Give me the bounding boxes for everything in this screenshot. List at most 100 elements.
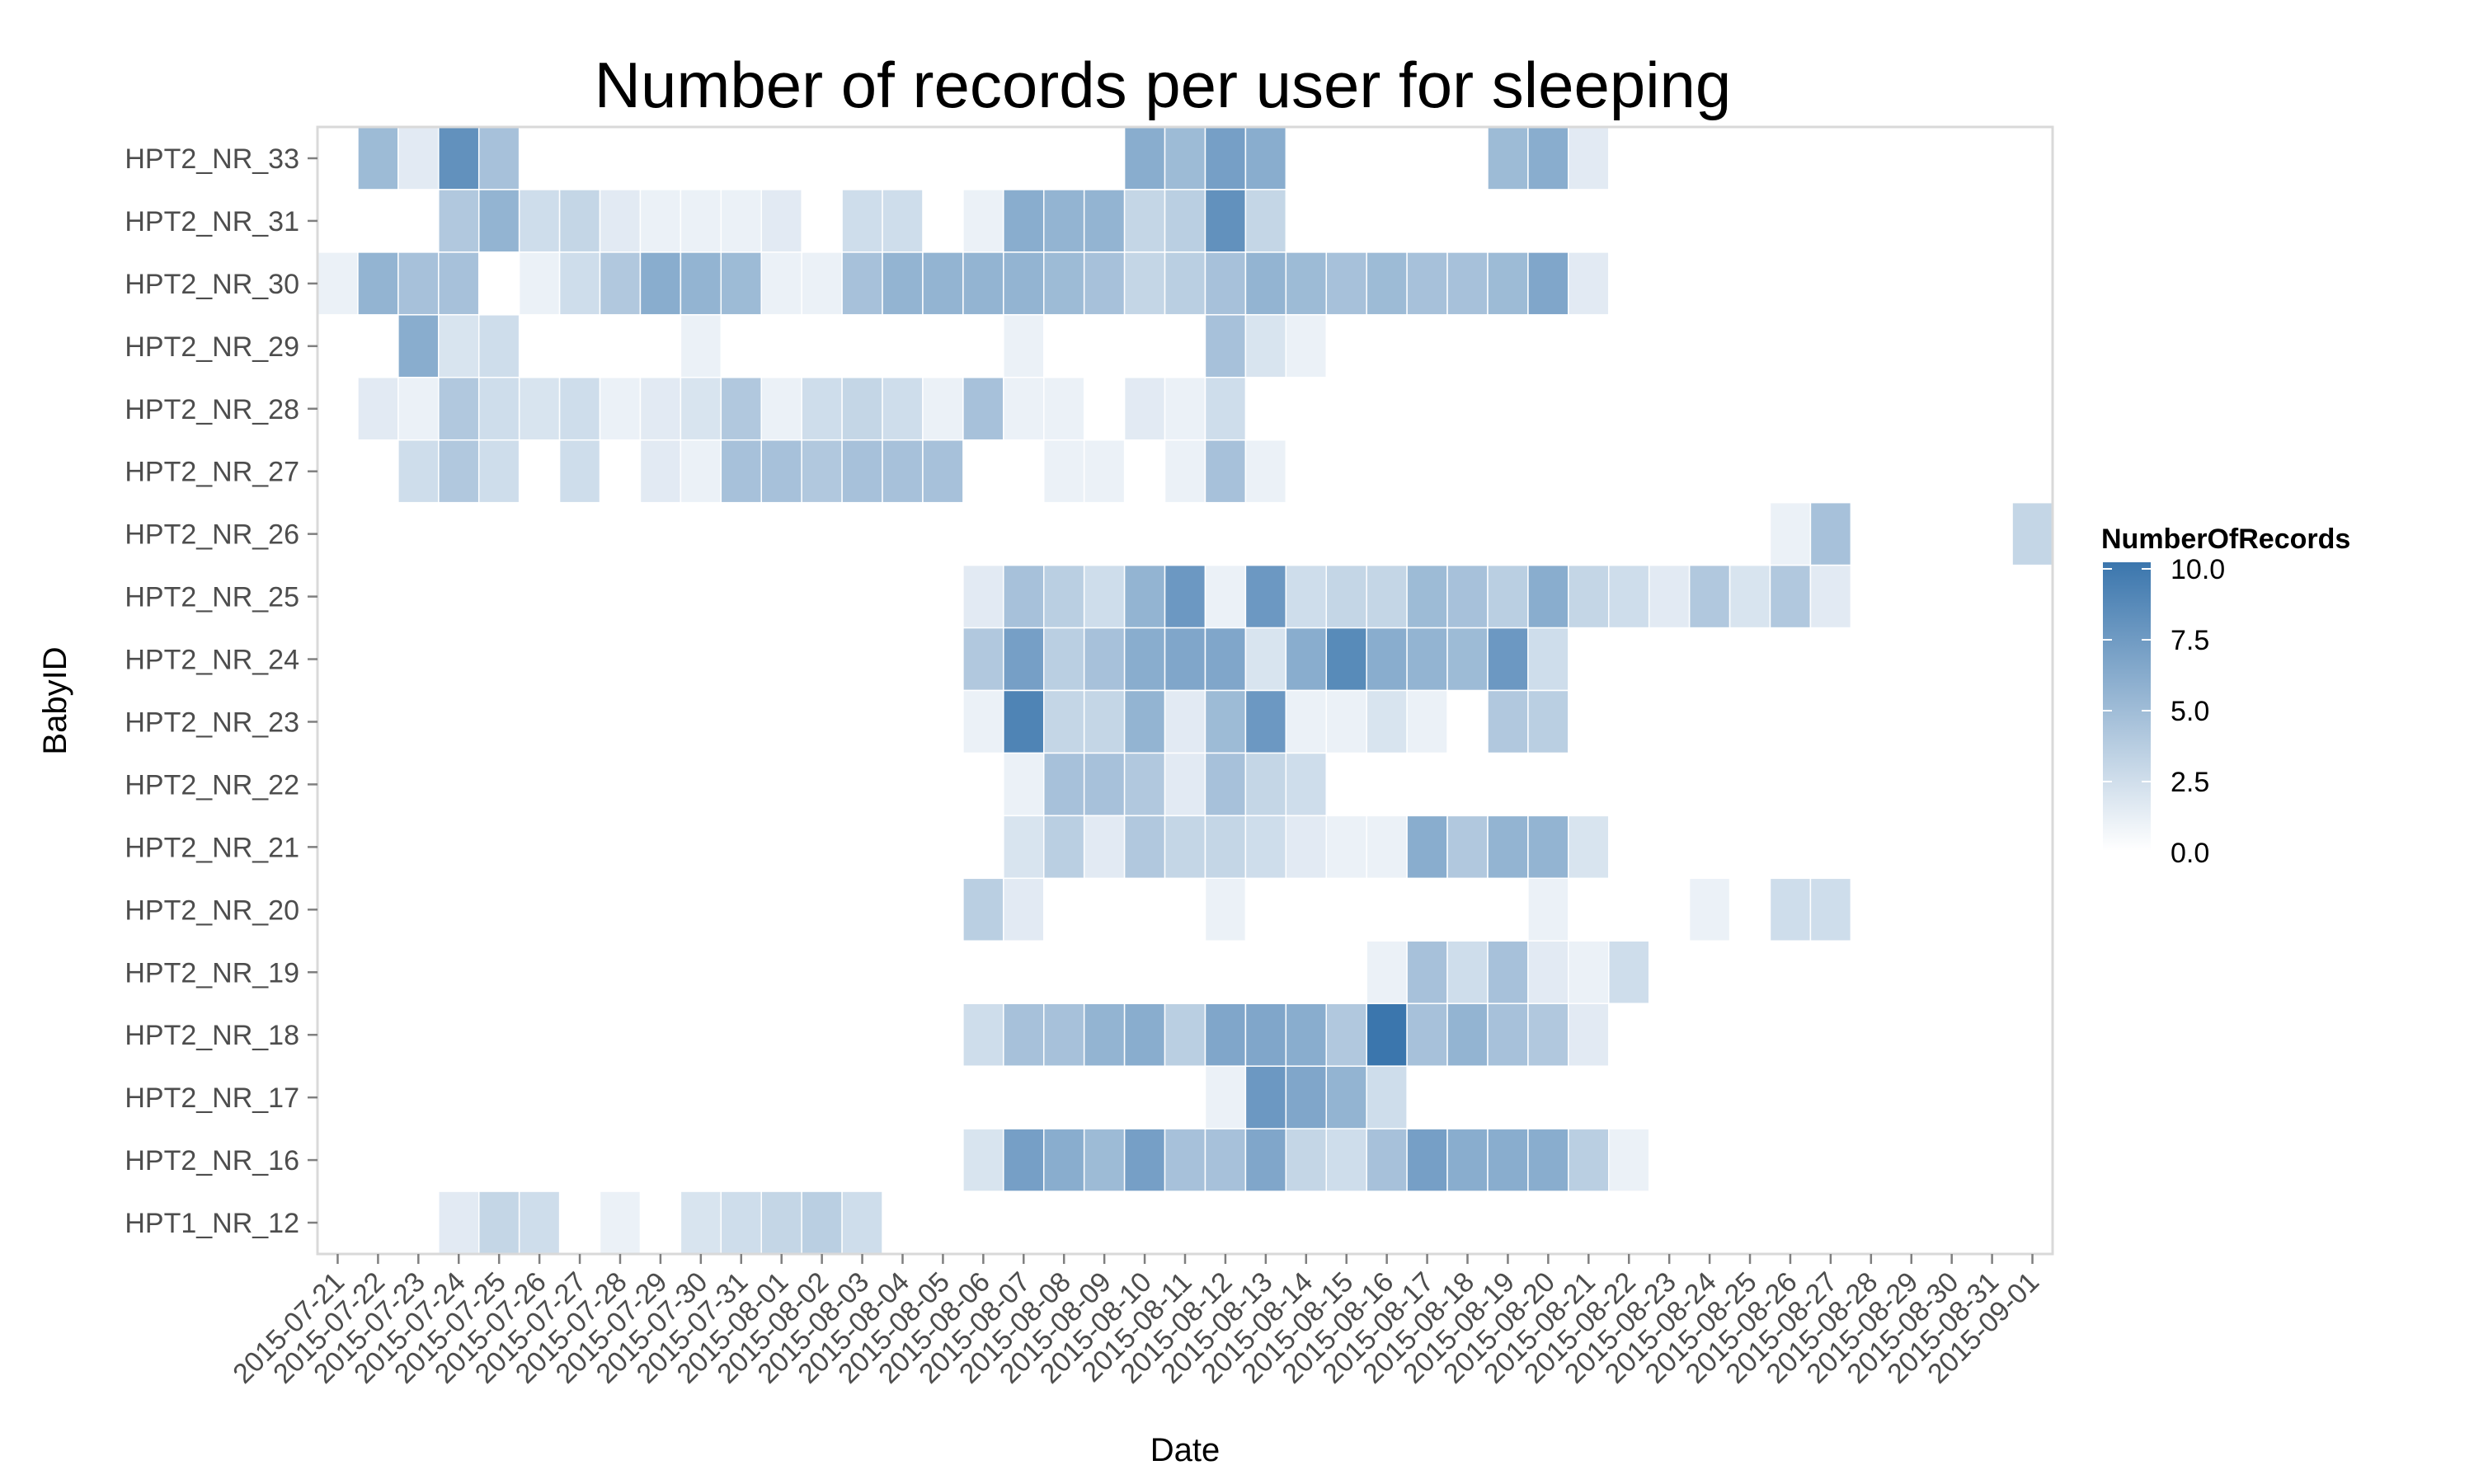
y-tick-label: HPT2_NR_31 [125,206,299,237]
heatmap-cell [1164,377,1206,441]
heatmap-cell [1406,815,1448,880]
heatmap-cell [922,439,964,504]
heatmap-cell [558,189,601,253]
heatmap-cell [1204,189,1247,253]
heatmap-cell [1083,627,1126,692]
heatmap-cell [1325,689,1367,754]
heatmap-cell [680,251,722,316]
heatmap-cell [317,251,359,316]
heatmap-cell [1325,1128,1367,1192]
heatmap-cell [1406,1128,1448,1192]
heatmap-cell [397,251,440,316]
heatmap-cell [1042,189,1085,253]
heatmap-cell [1446,627,1489,692]
heatmap-cell [599,189,642,253]
heatmap-cell [1406,627,1448,692]
heatmap-cell [1446,815,1489,880]
heatmap-cell [1366,1065,1408,1129]
heatmap-cell [1366,564,1408,629]
heatmap-cell [680,314,722,378]
heatmap-cell [1164,752,1206,817]
heatmap-cell [962,877,1004,942]
heatmap-cell [1244,689,1287,754]
heatmap-cell [1487,815,1529,880]
heatmap-cell [1244,251,1287,316]
heatmap-cell [1325,251,1367,316]
heatmap-cell [1285,564,1328,629]
heatmap-cell [1003,877,1045,942]
y-tick-label: HPT2_NR_33 [125,143,299,175]
heatmap-cell [1809,877,1852,942]
heatmap-cell [1648,564,1691,629]
heatmap-cell [1123,251,1166,316]
heatmap-cell [1244,1065,1287,1129]
heatmap-cell [558,251,601,316]
heatmap-cell [680,189,722,253]
heatmap-cell [1204,627,1247,692]
heatmap-cell [1487,126,1529,190]
legend-tick-label: 10.0 [2171,554,2225,585]
heatmap-cell [1042,689,1085,754]
heatmap-cell [1123,377,1166,441]
heatmap-cell [1042,377,1085,441]
heatmap-cell [720,439,762,504]
heatmap-cell [477,1190,520,1255]
heatmap-cell [639,377,682,441]
heatmap-cell [1487,627,1529,692]
heatmap-cell [760,1190,802,1255]
legend-colorbar [2103,562,2151,851]
heatmap-cell [1042,815,1085,880]
heatmap-cell [599,377,642,441]
heatmap-cell [438,251,480,316]
heatmap-cell [1164,815,1206,880]
heatmap-cell [1123,1128,1166,1192]
heatmap-cell [1003,314,1045,378]
heatmap-cell [438,439,480,504]
heatmap-cell [1487,689,1529,754]
heatmap-cell [1003,377,1045,441]
heatmap-cell [438,189,480,253]
y-tick-label: HPT2_NR_22 [125,769,299,801]
heatmap-cell [1123,752,1166,817]
heatmap-cells [317,126,2053,1255]
heatmap-cell [438,1190,480,1255]
heatmap-cell [1003,815,1045,880]
y-tick-label: HPT2_NR_21 [125,832,299,863]
heatmap-cell [1406,251,1448,316]
heatmap-cell [1244,189,1287,253]
heatmap-cell [1204,564,1247,629]
heatmap-cell [841,439,883,504]
heatmap-cell [1123,815,1166,880]
heatmap-cell [1003,752,1045,817]
heatmap-cell [1123,189,1166,253]
heatmap-cell [1366,251,1408,316]
heatmap-cell [1042,439,1085,504]
heatmap-cell [1285,1065,1328,1129]
heatmap-cell [1568,940,1610,1004]
heatmap-cell [1366,1128,1408,1192]
heatmap-cell [760,251,802,316]
heatmap-cell [1527,251,1569,316]
heatmap-cell [760,439,802,504]
heatmap-cell [1406,940,1448,1004]
heatmap-cell [1003,1128,1045,1192]
heatmap-cell [1729,564,1771,629]
heatmap-cell [477,251,520,316]
heatmap-cell [1608,1128,1650,1192]
heatmap-cell [1809,564,1852,629]
heatmap-cell [801,251,843,316]
heatmap-cell [962,1003,1004,1067]
heatmap-cell [1244,1003,1287,1067]
heatmap-cell [1568,1128,1610,1192]
heatmap-cell [1123,689,1166,754]
heatmap-cell [1083,815,1126,880]
heatmap-cell [397,439,440,504]
heatmap-cell [720,189,762,253]
heatmap-cell [1608,940,1650,1004]
heatmap-cell [1688,564,1731,629]
y-tick-label: HPT2_NR_24 [125,645,299,676]
legend-tick-label: 7.5 [2171,625,2209,656]
y-tick-label: HPT2_NR_25 [125,582,299,613]
y-tick-label: HPT2_NR_28 [125,394,299,425]
y-tick-label: HPT2_NR_19 [125,957,299,989]
